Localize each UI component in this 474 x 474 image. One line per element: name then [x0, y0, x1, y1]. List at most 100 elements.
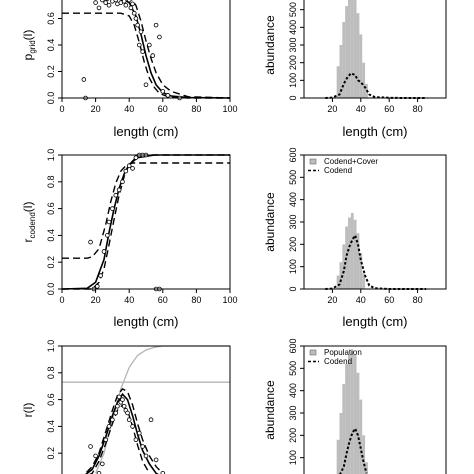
x-tick-label: 20: [91, 295, 101, 305]
data-point: [133, 16, 139, 21]
panel-d: 20 40 60 80 0 100 200 300 400 500 600 length (cm) ab…: [263, 147, 447, 329]
y-tick-label: 0.6: [46, 393, 56, 406]
y-tick-label: 0.2: [46, 447, 56, 460]
histogram-bar: [362, 435, 366, 474]
y-tick-label: 1.0: [46, 149, 56, 162]
data-point: [106, 2, 112, 8]
x-tick-label: 60: [158, 104, 168, 114]
y-tick-label: 0.4: [46, 229, 56, 242]
x-tick-label: 0: [59, 295, 64, 305]
histogram-bar: [339, 413, 343, 474]
data-point: [126, 163, 132, 169]
y-tick-label: 0.2: [46, 256, 56, 269]
histogram-bars: [336, 213, 366, 289]
series-line-1: [339, 426, 368, 474]
data-point: [143, 453, 149, 459]
series-line-1: [95, 345, 230, 474]
data-point: [123, 2, 129, 8]
data-point: [126, 0, 132, 3]
y-axis-label: pgrid(l): [21, 30, 37, 61]
y-tick-label: 400: [288, 20, 298, 35]
data-point: [148, 417, 154, 423]
x-tick-label: 40: [124, 295, 134, 305]
histogram-bar: [336, 275, 340, 289]
histogram-bar: [339, 45, 343, 98]
x-tick-label: 60: [384, 104, 394, 114]
data-point: [138, 29, 144, 35]
histogram-bar: [342, 22, 346, 98]
data-point: [131, 10, 137, 16]
data-point: [130, 166, 135, 171]
y-tick-label: 500: [288, 170, 298, 185]
histogram-bar: [353, 0, 357, 99]
data-point: [103, 437, 108, 443]
data-point: [116, 187, 122, 193]
plot-frame: [303, 154, 447, 290]
histogram-bar: [348, 0, 351, 99]
data-point: [160, 471, 166, 474]
y-tick-label: 600: [288, 338, 298, 353]
y-tick-label: 100: [288, 73, 298, 88]
legend-label: Codend: [324, 357, 352, 366]
data-point: [106, 219, 112, 225]
y-tick-label: 200: [288, 237, 298, 252]
x-tick-label: 80: [413, 104, 423, 114]
data-point: [100, 0, 105, 3]
histogram-bar: [353, 219, 357, 289]
histogram-bar: [356, 372, 360, 474]
histogram-bar: [350, 350, 354, 474]
panel-c: 0 20 40 60 80 100 0.0 0.2 0.4 0.6 0.8 1.0 length (cm…: [21, 149, 238, 329]
histogram-bar: [350, 213, 354, 289]
plot-frame: [303, 0, 447, 99]
histogram-bar: [353, 354, 357, 474]
panel-e: 0.2 0.4 0.6 0.8 1.0 r(l): [21, 340, 231, 474]
data-point: [121, 403, 127, 409]
x-axis-label: length (cm): [113, 314, 178, 329]
x-tick-label: 100: [222, 104, 237, 114]
legend-label: Codend+Cover: [324, 157, 378, 166]
x-tick-label: 0: [59, 104, 64, 114]
y-axis-label: abundance: [263, 192, 277, 252]
histogram-bar: [359, 34, 363, 98]
y-tick-label: 0.8: [46, 176, 56, 189]
y-tick-label: 600: [288, 147, 298, 162]
x-tick-label: 40: [356, 104, 366, 114]
data-point: [157, 34, 162, 40]
x-tick-label: 20: [327, 295, 337, 305]
y-tick-label: 500: [288, 361, 298, 376]
y-tick-label: 0.0: [46, 92, 56, 105]
data-point: [165, 93, 171, 98]
series-line-1: [61, 154, 230, 290]
data-point: [143, 82, 149, 88]
data-point: [130, 424, 135, 429]
data-point: [81, 77, 87, 82]
x-tick-label: 80: [413, 295, 423, 305]
y-tick-label: 0.6: [46, 12, 56, 25]
data-point: [100, 461, 105, 467]
x-tick-label: 60: [158, 295, 168, 305]
data-points: [88, 394, 166, 474]
plot-frame: [61, 154, 231, 290]
histogram-bar: [359, 399, 363, 474]
data-point: [136, 42, 142, 48]
data-point: [101, 249, 107, 254]
data-point: [94, 284, 100, 289]
histogram-bar: [359, 253, 363, 289]
histogram-bar: [350, 0, 354, 99]
data-point: [113, 192, 119, 198]
data-point: [135, 22, 140, 28]
data-point: [105, 0, 110, 1]
data-point: [147, 42, 152, 48]
data-point: [133, 155, 139, 160]
legend-label: Codend: [324, 166, 352, 175]
legend-swatch-fill: [309, 349, 317, 356]
y-tick-label: 0.4: [46, 420, 56, 433]
data-point: [88, 239, 93, 245]
y-tick-label: 0.8: [46, 367, 56, 380]
y-axis-label: rcodend(l): [21, 202, 37, 243]
data-point: [110, 417, 115, 423]
x-tick-label: 80: [191, 295, 201, 305]
